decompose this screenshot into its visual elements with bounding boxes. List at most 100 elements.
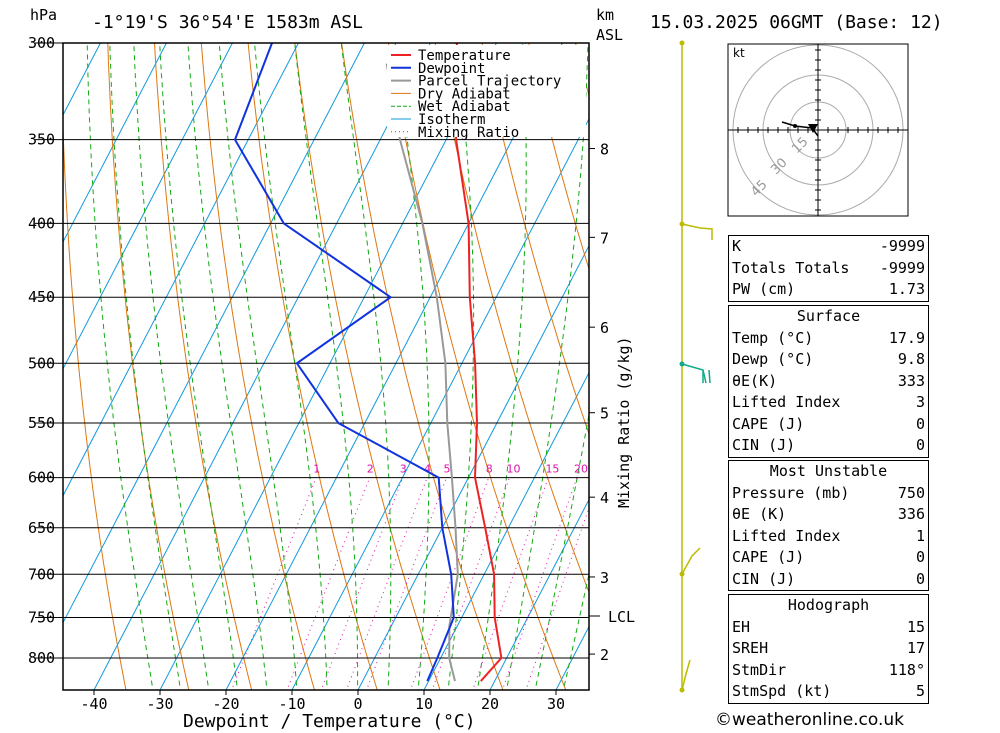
mixing-ratio-label: 25 (597, 463, 611, 476)
mixing-ratio-label: 2 (367, 463, 374, 476)
surface-row: CAPE (J) 0 (732, 414, 925, 433)
legend-label: Dewpoint (418, 61, 485, 77)
mu-row: CAPE (J) 0 (732, 548, 925, 566)
lcl-label: LCL (608, 608, 635, 626)
mixing-ratio-label: 20 (574, 463, 588, 476)
km-tick-label: 7 (600, 229, 609, 247)
mu-row: Lifted Index 1 (732, 526, 925, 545)
wet-adiabat-line (253, 43, 328, 690)
pressure-tick-label: 600 (28, 469, 55, 487)
pressure-tick-label: 350 (28, 131, 55, 149)
wind-barb (681, 659, 691, 691)
surface-row: θE(K) 333 (732, 371, 925, 390)
wet-adiabat-line (109, 43, 182, 690)
axes: -40 -30 -20 -10 0 10 20 30 2 3 45 6 7 8 (80, 141, 609, 713)
mixing-ratio-label: 5 (443, 463, 450, 476)
hodo-row: EH 15 (732, 617, 925, 636)
most-unstable-title: Most Unstable (769, 462, 888, 480)
isotherm-line (63, 43, 168, 244)
isotherm-line (423, 371, 589, 690)
dry-adiabat-line (341, 43, 504, 690)
dry-adiabat-line (528, 43, 589, 271)
mu-row: CIN (J) 0 (732, 569, 925, 588)
surface-row: Temp (°C) 17.9 (732, 328, 925, 347)
legend-label: Isotherm (418, 112, 485, 128)
mu-row: θE (K) 336 (732, 505, 925, 523)
surface-title: Surface (796, 307, 861, 325)
dry-adiabat-line (987, 22, 1000, 696)
legend-label: Temperature (418, 48, 511, 64)
wet-adiabat-line (159, 43, 238, 690)
index-row: K -9999 (732, 237, 925, 255)
isotherm-line (93, 43, 432, 690)
km-tick-label: 8 (600, 141, 609, 159)
x-tick-label: -40 (80, 695, 107, 713)
wind-barb (681, 223, 713, 240)
isotherm-line (63, 43, 102, 117)
x-tick-label: 10 (415, 695, 433, 713)
wet-adiabat-line (218, 43, 298, 690)
most-unstable-table: Most Unstable Pressure (mb) 750 θE (K) 336… (728, 460, 929, 591)
wet-adiabat-line (506, 43, 589, 690)
wet-adiabat-line (562, 571, 589, 690)
wind-barb-flag (708, 369, 711, 384)
x-tick-label: 0 (353, 695, 362, 713)
dry-adiabat-line (200, 43, 316, 690)
dewpoint-line (233, 43, 455, 682)
pressure-tick-label: 700 (28, 565, 55, 583)
hodograph-table: Hodograph EH 15 SREH 17 StmDir 118° StmSpd … (728, 594, 929, 704)
parcel-trajectory-line (385, 63, 459, 682)
legend-label: Parcel Trajectory (418, 74, 561, 90)
wet-adiabat-line (477, 43, 527, 690)
mixing-ratio-label: 15 (545, 463, 559, 476)
legend-label: Mixing Ratio (418, 125, 519, 141)
location-title: -1°19'S 36°54'E 1583m ASL (92, 12, 363, 33)
mu-row: Pressure (mb) 750 (732, 483, 925, 502)
hodograph-title: Hodograph (787, 596, 870, 614)
pressure-tick-label: 300 (28, 34, 55, 52)
hodo-row: SREH 17 (732, 639, 925, 657)
pressure-tick-label: 750 (28, 609, 55, 627)
temperature-line (455, 43, 503, 682)
x-tick-label: 30 (547, 695, 565, 713)
mixing-ratio-label: 4 (424, 463, 431, 476)
dry-adiabat-line (153, 43, 253, 690)
x-tick-label: -20 (212, 695, 239, 713)
mixing-ratio-label: 8 (486, 463, 493, 476)
x-tick-label: 20 (481, 695, 499, 713)
dry-adiabat-line (387, 43, 567, 690)
km-tick-label: 6 (600, 319, 609, 337)
wet-adiabat-line (340, 43, 392, 690)
storm-motion-marker (808, 124, 818, 133)
x-tick-label: -30 (146, 695, 173, 713)
credit-text[interactable]: ©weatheronline.co.uk (715, 710, 905, 730)
isotherm-line (63, 43, 300, 497)
wet-adiabat-line (86, 43, 154, 690)
wet-adiabat-line (534, 412, 589, 690)
surface-row: Dewp (°C) 9.8 (732, 350, 925, 368)
wet-adiabat-line (133, 43, 210, 690)
km-tick-label: 3 (600, 569, 609, 587)
mixing-ratio-line (525, 506, 589, 690)
wet-adiabat-line (394, 43, 430, 690)
hodograph-trace (781, 121, 819, 137)
profiles (233, 43, 503, 682)
mixing-ratio-label: 3 (400, 463, 407, 476)
hodograph-point (793, 124, 797, 128)
pressure-tick-label: 800 (28, 649, 55, 667)
legend-label: Wet Adiabat (418, 99, 511, 115)
isotherm-line (357, 244, 589, 690)
datetime-title: 15.03.2025 06GMT (Base: 12) (650, 12, 943, 33)
wet-adiabat-line (294, 43, 359, 690)
dry-adiabat-line (941, 22, 1000, 696)
x-axis-label: Dewpoint / Temperature (°C) (183, 711, 476, 732)
dry-adiabat-line (434, 43, 589, 594)
height-unit-label-2: ASL (596, 26, 623, 44)
dry-adiabat-line (107, 43, 190, 690)
x-tick-label: -10 (278, 695, 305, 713)
isotherm-line (63, 43, 366, 624)
background-lines: 1 2 3 4 5 8 10 15 20 25 (63, 22, 1000, 696)
